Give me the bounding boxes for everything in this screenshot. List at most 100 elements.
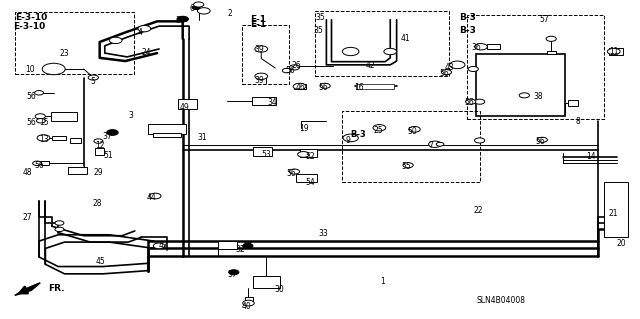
Text: 56: 56 xyxy=(34,161,44,170)
Text: 42: 42 xyxy=(366,61,376,70)
Circle shape xyxy=(255,46,268,52)
Text: 46: 46 xyxy=(296,83,305,92)
Polygon shape xyxy=(15,283,40,295)
Circle shape xyxy=(384,48,397,55)
Text: 39: 39 xyxy=(255,76,264,85)
Circle shape xyxy=(474,138,484,143)
Text: 52: 52 xyxy=(305,152,315,161)
Text: 47: 47 xyxy=(159,241,168,250)
Text: 8: 8 xyxy=(575,117,580,126)
Text: 56: 56 xyxy=(536,137,546,145)
Circle shape xyxy=(450,61,465,69)
Bar xyxy=(15,12,134,74)
Bar xyxy=(356,84,394,89)
Text: 20: 20 xyxy=(616,239,626,248)
Text: 10: 10 xyxy=(25,65,35,74)
Bar xyxy=(604,182,628,237)
Text: 56: 56 xyxy=(26,92,36,101)
Text: 37: 37 xyxy=(242,242,252,251)
Circle shape xyxy=(42,63,65,75)
Circle shape xyxy=(436,142,444,146)
Text: 13: 13 xyxy=(39,135,49,144)
Circle shape xyxy=(55,221,64,225)
Text: 23: 23 xyxy=(60,48,69,58)
Circle shape xyxy=(607,48,620,55)
Circle shape xyxy=(192,6,200,10)
Bar xyxy=(242,25,289,84)
Text: 32: 32 xyxy=(236,245,245,254)
Text: 54: 54 xyxy=(305,178,315,187)
Text: 56: 56 xyxy=(26,118,36,128)
Circle shape xyxy=(468,66,478,71)
Bar xyxy=(70,138,81,143)
Circle shape xyxy=(343,134,358,142)
Text: B-3: B-3 xyxy=(351,130,367,138)
Bar xyxy=(253,147,272,156)
Bar xyxy=(244,297,253,300)
Circle shape xyxy=(33,161,42,166)
Circle shape xyxy=(88,75,99,80)
Bar xyxy=(178,99,197,109)
Text: 4: 4 xyxy=(138,28,143,37)
Circle shape xyxy=(36,119,45,123)
Bar xyxy=(148,124,186,134)
Text: 26: 26 xyxy=(291,61,301,70)
Bar xyxy=(68,167,87,174)
Text: 37: 37 xyxy=(175,16,186,25)
Circle shape xyxy=(243,300,254,306)
Bar xyxy=(300,149,317,157)
Bar xyxy=(95,148,104,155)
Text: 28: 28 xyxy=(92,198,102,208)
Text: E-1: E-1 xyxy=(250,15,266,24)
Circle shape xyxy=(429,141,442,147)
Text: 30: 30 xyxy=(274,285,284,294)
Bar xyxy=(153,133,181,137)
Text: 33: 33 xyxy=(318,229,328,238)
Circle shape xyxy=(409,126,420,132)
Bar xyxy=(296,174,317,182)
Circle shape xyxy=(342,48,359,56)
Text: 55: 55 xyxy=(402,162,412,171)
Text: 44: 44 xyxy=(147,193,156,202)
Bar xyxy=(294,84,306,89)
Circle shape xyxy=(289,169,300,174)
Circle shape xyxy=(466,99,476,104)
Text: 29: 29 xyxy=(93,168,103,177)
Text: 37: 37 xyxy=(227,270,237,279)
Text: 43: 43 xyxy=(445,63,454,72)
Text: E-3-10: E-3-10 xyxy=(13,22,45,31)
Text: 56: 56 xyxy=(319,83,328,92)
Text: 6: 6 xyxy=(189,4,194,13)
Text: 34: 34 xyxy=(268,99,277,108)
Text: 36: 36 xyxy=(471,43,481,52)
Text: 19: 19 xyxy=(300,124,309,133)
Circle shape xyxy=(177,16,188,22)
Circle shape xyxy=(403,163,413,168)
Text: E-3-10: E-3-10 xyxy=(15,13,47,22)
Text: 2: 2 xyxy=(227,9,232,18)
Circle shape xyxy=(150,193,161,199)
Bar xyxy=(467,15,604,119)
Text: 16: 16 xyxy=(354,83,364,92)
Text: E-1: E-1 xyxy=(250,20,266,29)
Text: 45: 45 xyxy=(95,257,105,266)
Circle shape xyxy=(35,91,44,95)
Bar xyxy=(52,136,66,140)
Bar xyxy=(253,276,280,288)
Circle shape xyxy=(243,243,253,249)
Circle shape xyxy=(474,44,487,50)
Text: 9: 9 xyxy=(346,136,351,145)
Text: 53: 53 xyxy=(261,150,271,159)
Circle shape xyxy=(442,70,452,75)
Text: 38: 38 xyxy=(533,92,543,101)
Bar xyxy=(568,100,578,106)
Text: 50: 50 xyxy=(408,127,417,136)
Circle shape xyxy=(35,114,45,119)
Text: 22: 22 xyxy=(473,206,483,215)
Text: 25: 25 xyxy=(373,126,383,135)
Text: 56: 56 xyxy=(465,99,474,108)
Circle shape xyxy=(138,26,151,32)
Text: 35: 35 xyxy=(314,26,323,35)
Text: 5: 5 xyxy=(90,77,95,86)
Text: 37: 37 xyxy=(103,132,113,141)
